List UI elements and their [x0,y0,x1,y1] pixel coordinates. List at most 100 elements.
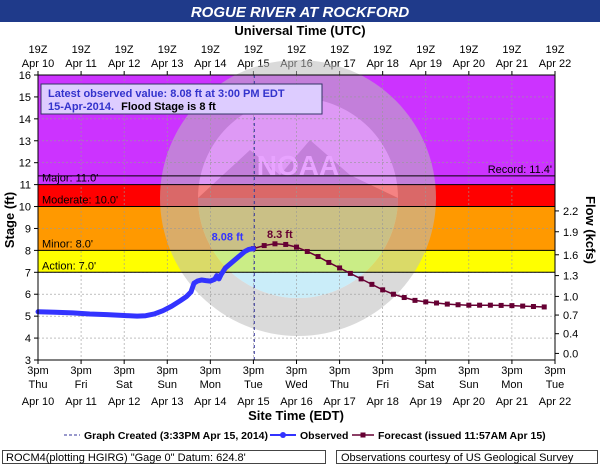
forecast-point [315,254,321,260]
forecast-point [304,248,310,254]
utc-tick-hour: 19Z [244,44,263,56]
latest-value-annotation: Latest observed value: 8.08 ft at 3:00 P… [40,83,323,115]
flow-tick-label: 1.0 [563,291,578,303]
forecast-point [337,265,343,271]
forecast-point [487,302,493,308]
utc-tick-date: Apr 12 [108,58,140,70]
utc-tick-date: Apr 21 [496,58,528,70]
site-time-tick-labels: 3pm Thu Apr 10 3pm Fri Apr 11 3pm Sat Apr 12 3pm S… [22,360,571,408]
stage-tick-label: 4 [25,333,31,345]
utc-tick-labels: 19Z Apr 10 19Z Apr 11 19Z Apr 12 19Z Apr 13 19Z A… [22,44,571,75]
forecast-point [390,291,396,297]
site-time-tick-date: Apr 12 [108,396,140,408]
site-time-tick-date: Apr 18 [366,396,398,408]
utc-tick-date: Apr 19 [410,58,442,70]
stage-tick-label: 3 [25,355,31,367]
forecast-point [358,276,364,282]
utc-tick-date: Apr 13 [151,58,183,70]
flow-tick-label: 0.0 [563,348,578,360]
utc-tick-hour: 19Z [373,44,392,56]
stage-tick-label: 10 [19,202,31,214]
utc-tick-hour: 19Z [158,44,177,56]
site-time-tick-day: Sun [157,379,177,391]
site-time-tick-time: 3pm [27,365,48,377]
noaa-logo-text: NOAA [257,150,339,181]
site-time-tick-date: Apr 10 [22,396,54,408]
annotation-line-1: Latest observed value: 8.08 ft at 3:00 P… [48,88,285,100]
stage-axis-title: Stage (ft) [2,192,17,248]
utc-tick-hour: 19Z [201,44,220,56]
stage-tick-label: 12 [19,158,31,170]
utc-tick-date: Apr 14 [194,58,226,70]
site-time-tick-date: Apr 19 [410,396,442,408]
observations-credit: Observations courtesy of US Geological S… [336,450,598,464]
site-time-tick-day: Mon [501,379,522,391]
stage-tick-labels: 3 4 5 6 7 8 9 10 11 12 13 14 15 16 [19,70,38,367]
forecast-point [444,301,450,307]
utc-tick-hour: 19Z [330,44,349,56]
flow-tick-label: 1.9 [563,227,578,239]
stage-tick-label: 9 [25,223,31,235]
stage-tick-label: 13 [19,136,31,148]
forecast-point [423,299,429,305]
forecast-point [347,270,353,276]
site-time-tick-time: 3pm [544,365,565,377]
threshold-label-action: Action: 7.0' [42,260,96,272]
chart-title: ROGUE RIVER AT ROCKFORD [191,4,410,21]
forecast-point [326,259,332,265]
observed-series-line [35,246,256,319]
forecast-point [509,303,515,309]
stage-tick-label: 5 [25,311,31,323]
annotation-box [40,83,323,115]
stage-tick-label: 8 [25,245,31,257]
threshold-label-moderate: Moderate: 10.0' [42,195,118,207]
site-time-tick-date: Apr 20 [453,396,485,408]
forecast-point [261,243,267,249]
site-time-tick-time: 3pm [157,365,178,377]
forecast-point [520,303,526,309]
annotation-flood-stage: Flood Stage is 8 ft [121,101,216,113]
site-time-tick-date: Apr 16 [280,396,312,408]
site-time-tick-day: Sat [116,379,133,391]
site-time-tick-date: Apr 13 [151,396,183,408]
utc-tick-hour: 19Z [72,44,91,56]
legend: Graph Created (3:33PM Apr 15, 2014) Obse… [64,430,546,442]
footer-bar: ROCM4(plotting HGIRG) "Gage 0" Datum: 62… [0,449,600,465]
annotation-date: 15-Apr-2014. [48,101,114,113]
site-time-tick-day: Wed [285,379,307,391]
annotation-line-2: 15-Apr-2014. Flood Stage is 8 ft [48,101,216,113]
site-time-tick-time: 3pm [200,365,221,377]
utc-tick-hour: 19Z [287,44,306,56]
flow-tick-label: 0.7 [563,310,578,322]
site-time-tick-day: Sun [459,379,479,391]
threshold-lines: Action: 7.0' Minor: 8.0' Moderate: 10.0' Ma… [38,164,555,273]
site-time-tick-time: 3pm [243,365,264,377]
site-time-tick-time: 3pm [286,365,307,377]
legend-forecast-marker [360,432,366,438]
forecast-point [412,297,418,303]
site-time-tick-date: Apr 21 [496,396,528,408]
legend-forecast-label: Forecast (issued 11:57AM Apr 15) [378,430,546,442]
site-time-tick-day: Thu [29,379,48,391]
flow-tick-label: 1.3 [563,271,578,283]
gage-datum-info: ROCM4(plotting HGIRG) "Gage 0" Datum: 62… [2,450,326,464]
forecast-point [455,302,461,308]
site-time-tick-date: Apr 15 [237,396,269,408]
site-time-tick-date: Apr 11 [65,396,97,408]
legend-created-label: Graph Created (3:33PM Apr 15, 2014) [84,430,268,442]
threshold-label-minor: Minor: 8.0' [42,238,93,250]
stage-tick-label: 6 [25,289,31,301]
site-time-tick-time: 3pm [415,365,436,377]
forecast-point [477,302,483,308]
site-time-tick-day: Sat [417,379,434,391]
utc-tick-date: Apr 20 [453,58,485,70]
site-time-tick-date: Apr 22 [539,396,571,408]
site-time-tick-time: 3pm [329,365,350,377]
forecast-point [541,304,547,310]
threshold-label-record: Record: 11.4' [488,164,552,176]
forecast-point [369,281,375,287]
site-time-tick-day: Tue [244,379,263,391]
flow-axis-title: Flow (kcfs) [583,196,598,264]
forecast-point [466,302,472,308]
